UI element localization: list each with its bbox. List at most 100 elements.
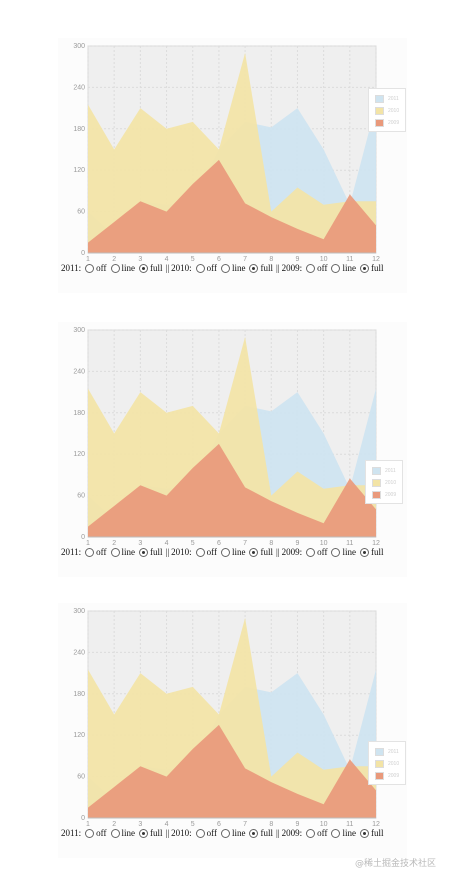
radio-off[interactable] <box>85 547 95 557</box>
radio-label-line: line <box>231 547 246 557</box>
radio-line[interactable] <box>220 547 230 557</box>
radio-full[interactable] <box>249 547 259 557</box>
radio-label-line: line <box>342 828 356 838</box>
legend-swatch <box>375 107 384 115</box>
legend-item-2011[interactable]: 2011 <box>372 465 396 477</box>
radio-full[interactable] <box>359 828 369 838</box>
legend-label: 2011 <box>385 468 396 474</box>
radio-line[interactable] <box>110 263 120 273</box>
radio-label-off: off <box>317 828 328 838</box>
legend-swatch <box>375 119 384 127</box>
radio-line[interactable] <box>220 263 230 273</box>
radio-full[interactable] <box>139 547 149 557</box>
x-tick-label: 8 <box>269 821 273 828</box>
radio-full[interactable] <box>359 547 369 557</box>
radio-off[interactable] <box>195 828 205 838</box>
radio-full[interactable] <box>249 828 259 838</box>
area-series-2010 <box>88 52 376 254</box>
legend-item-2009[interactable]: 2009 <box>375 770 399 782</box>
x-tick-label: 12 <box>372 540 380 547</box>
controls-separator: || <box>275 263 280 273</box>
legend-label: 2009 <box>385 492 397 498</box>
y-tick-label: 240 <box>73 84 85 91</box>
x-tick-label: 9 <box>296 821 300 828</box>
x-tick-label: 10 <box>320 256 328 263</box>
controls-separator: || <box>165 263 170 273</box>
y-tick-label: 240 <box>73 368 85 375</box>
radio-label-off: off <box>317 263 328 273</box>
legend-item-2011[interactable]: 2011 <box>375 746 399 758</box>
chart-plot: 0 60 120 180 240 300 1 2 3 4 5 6 7 8 9 10 11 12 <box>66 322 380 547</box>
radio-off[interactable] <box>195 547 205 557</box>
radio-label-full: full <box>260 263 273 273</box>
x-tick-label: 1 <box>86 540 90 547</box>
watermark: @稀土掘金技术社区 <box>354 859 436 869</box>
radio-off[interactable] <box>195 263 205 273</box>
x-tick-label: 3 <box>138 256 142 263</box>
radio-line[interactable] <box>220 828 230 838</box>
radio-full[interactable] <box>249 263 259 273</box>
legend-item-2010[interactable]: 2010 <box>375 105 399 117</box>
x-tick-label: 11 <box>346 821 353 828</box>
series-controls: 2011: off line full || 2010: off line full || 2009… <box>61 828 384 838</box>
radio-label-full: full <box>150 263 163 273</box>
radio-label-off: off <box>206 828 217 838</box>
chart-panel-3: 0 60 120 180 240 300 1 2 3 4 5 6 7 8 9 10 11 12 2011 2010 20… <box>58 603 407 858</box>
legend-item-2009[interactable]: 2009 <box>372 489 396 501</box>
legend-label: 2010 <box>388 108 400 114</box>
radio-label-off: off <box>96 547 107 557</box>
legend-item-2011[interactable]: 2011 <box>375 93 399 105</box>
radio-line[interactable] <box>110 828 120 838</box>
radio-off[interactable] <box>85 263 95 273</box>
radio-line[interactable] <box>331 828 341 838</box>
y-tick-label: 0 <box>81 815 85 822</box>
radio-full[interactable] <box>359 263 369 273</box>
series-control-label: 2010: <box>171 547 192 557</box>
x-tick-label: 5 <box>191 256 195 263</box>
radio-label-full: full <box>150 547 163 557</box>
radio-label-off: off <box>96 828 107 838</box>
x-tick-label: 4 <box>165 821 169 828</box>
radio-full[interactable] <box>139 828 149 838</box>
legend-item-2010[interactable]: 2010 <box>372 477 396 489</box>
radio-line[interactable] <box>331 547 341 557</box>
radio-off[interactable] <box>306 547 316 557</box>
chart-panel-1: 0 60 120 180 240 300 1 2 3 4 5 6 7 8 9 10 11 12 2011 2010 20… <box>58 38 407 293</box>
x-tick-label: 5 <box>191 540 195 547</box>
legend-swatch <box>375 95 384 103</box>
radio-off[interactable] <box>306 263 316 273</box>
radio-off[interactable] <box>306 828 316 838</box>
legend-item-2009[interactable]: 2009 <box>375 117 399 129</box>
series-controls: 2011: off line full || 2010: off line full || 2009… <box>61 263 384 273</box>
series-control-label: 2011: <box>61 547 82 557</box>
y-tick-label: 240 <box>73 649 85 656</box>
legend-swatch <box>372 467 381 475</box>
x-tick-label: 4 <box>165 256 169 263</box>
radio-off[interactable] <box>85 828 95 838</box>
legend: 2011 2010 2009 <box>368 88 407 132</box>
radio-line[interactable] <box>331 263 341 273</box>
x-tick-label: 9 <box>296 256 300 263</box>
radio-full[interactable] <box>139 263 149 273</box>
x-tick-label: 7 <box>243 821 247 828</box>
radio-label-full: full <box>260 828 273 838</box>
radio-label-off: off <box>206 547 217 557</box>
x-tick-label: 9 <box>296 540 300 547</box>
radio-line[interactable] <box>110 547 120 557</box>
x-tick-label: 4 <box>165 540 169 547</box>
legend-label: 2010 <box>385 480 397 486</box>
x-tick-label: 8 <box>269 256 273 263</box>
radio-label-off: off <box>206 263 217 273</box>
legend-item-2010[interactable]: 2010 <box>375 758 399 770</box>
x-tick-label: 7 <box>243 540 247 547</box>
series-control-label: 2011: <box>61 828 82 838</box>
area-series-2009 <box>88 443 376 537</box>
y-tick-label: 180 <box>73 410 85 417</box>
series-control-label: 2009: <box>281 263 303 273</box>
x-tick-label: 6 <box>217 256 221 263</box>
legend-swatch <box>372 479 381 487</box>
legend-swatch <box>375 748 384 756</box>
x-tick-label: 11 <box>346 256 353 263</box>
radio-label-line: line <box>121 828 136 838</box>
